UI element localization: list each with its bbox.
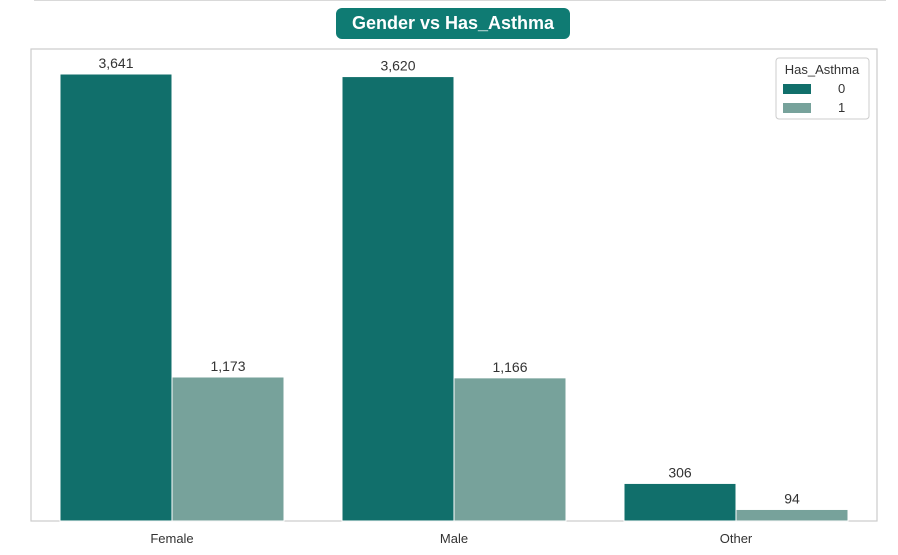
bar-value-label: 3,641 — [98, 55, 133, 71]
top-rule — [34, 0, 886, 1]
bar-value-label: 94 — [784, 490, 800, 506]
x-tick-label: Female — [150, 531, 193, 546]
x-tick-label: Other — [720, 531, 753, 546]
bars-layer — [59, 73, 849, 522]
bar-male-series-1 — [453, 377, 567, 522]
x-tick-label: Male — [440, 531, 468, 546]
legend-label-series-1: 1 — [838, 100, 845, 115]
legend-items: 01 — [783, 81, 845, 115]
bar-labels-layer: 3,641 1,173 3,620 1,166 306 94 — [98, 55, 800, 506]
legend: Has_Asthma 01 — [775, 57, 870, 120]
chart-title: Gender vs Has_Asthma — [336, 8, 570, 39]
legend-swatch-series-1 — [783, 103, 811, 113]
bar-other-series-1 — [735, 508, 849, 522]
bar-female-series-1 — [171, 376, 285, 522]
legend-swatch-series-0 — [783, 84, 811, 94]
legend-title: Has_Asthma — [785, 62, 860, 77]
bar-male-series-0 — [341, 76, 455, 522]
bar-value-label: 306 — [668, 464, 692, 480]
bar-other-series-0 — [623, 482, 737, 522]
bar-value-label: 3,620 — [380, 58, 415, 74]
legend-label-series-0: 0 — [838, 81, 845, 96]
bar-female-series-0 — [59, 73, 173, 522]
x-tick-labels: Female Male Other — [150, 531, 753, 546]
bar-value-label: 1,166 — [492, 359, 527, 375]
bar-value-label: 1,173 — [210, 358, 245, 374]
